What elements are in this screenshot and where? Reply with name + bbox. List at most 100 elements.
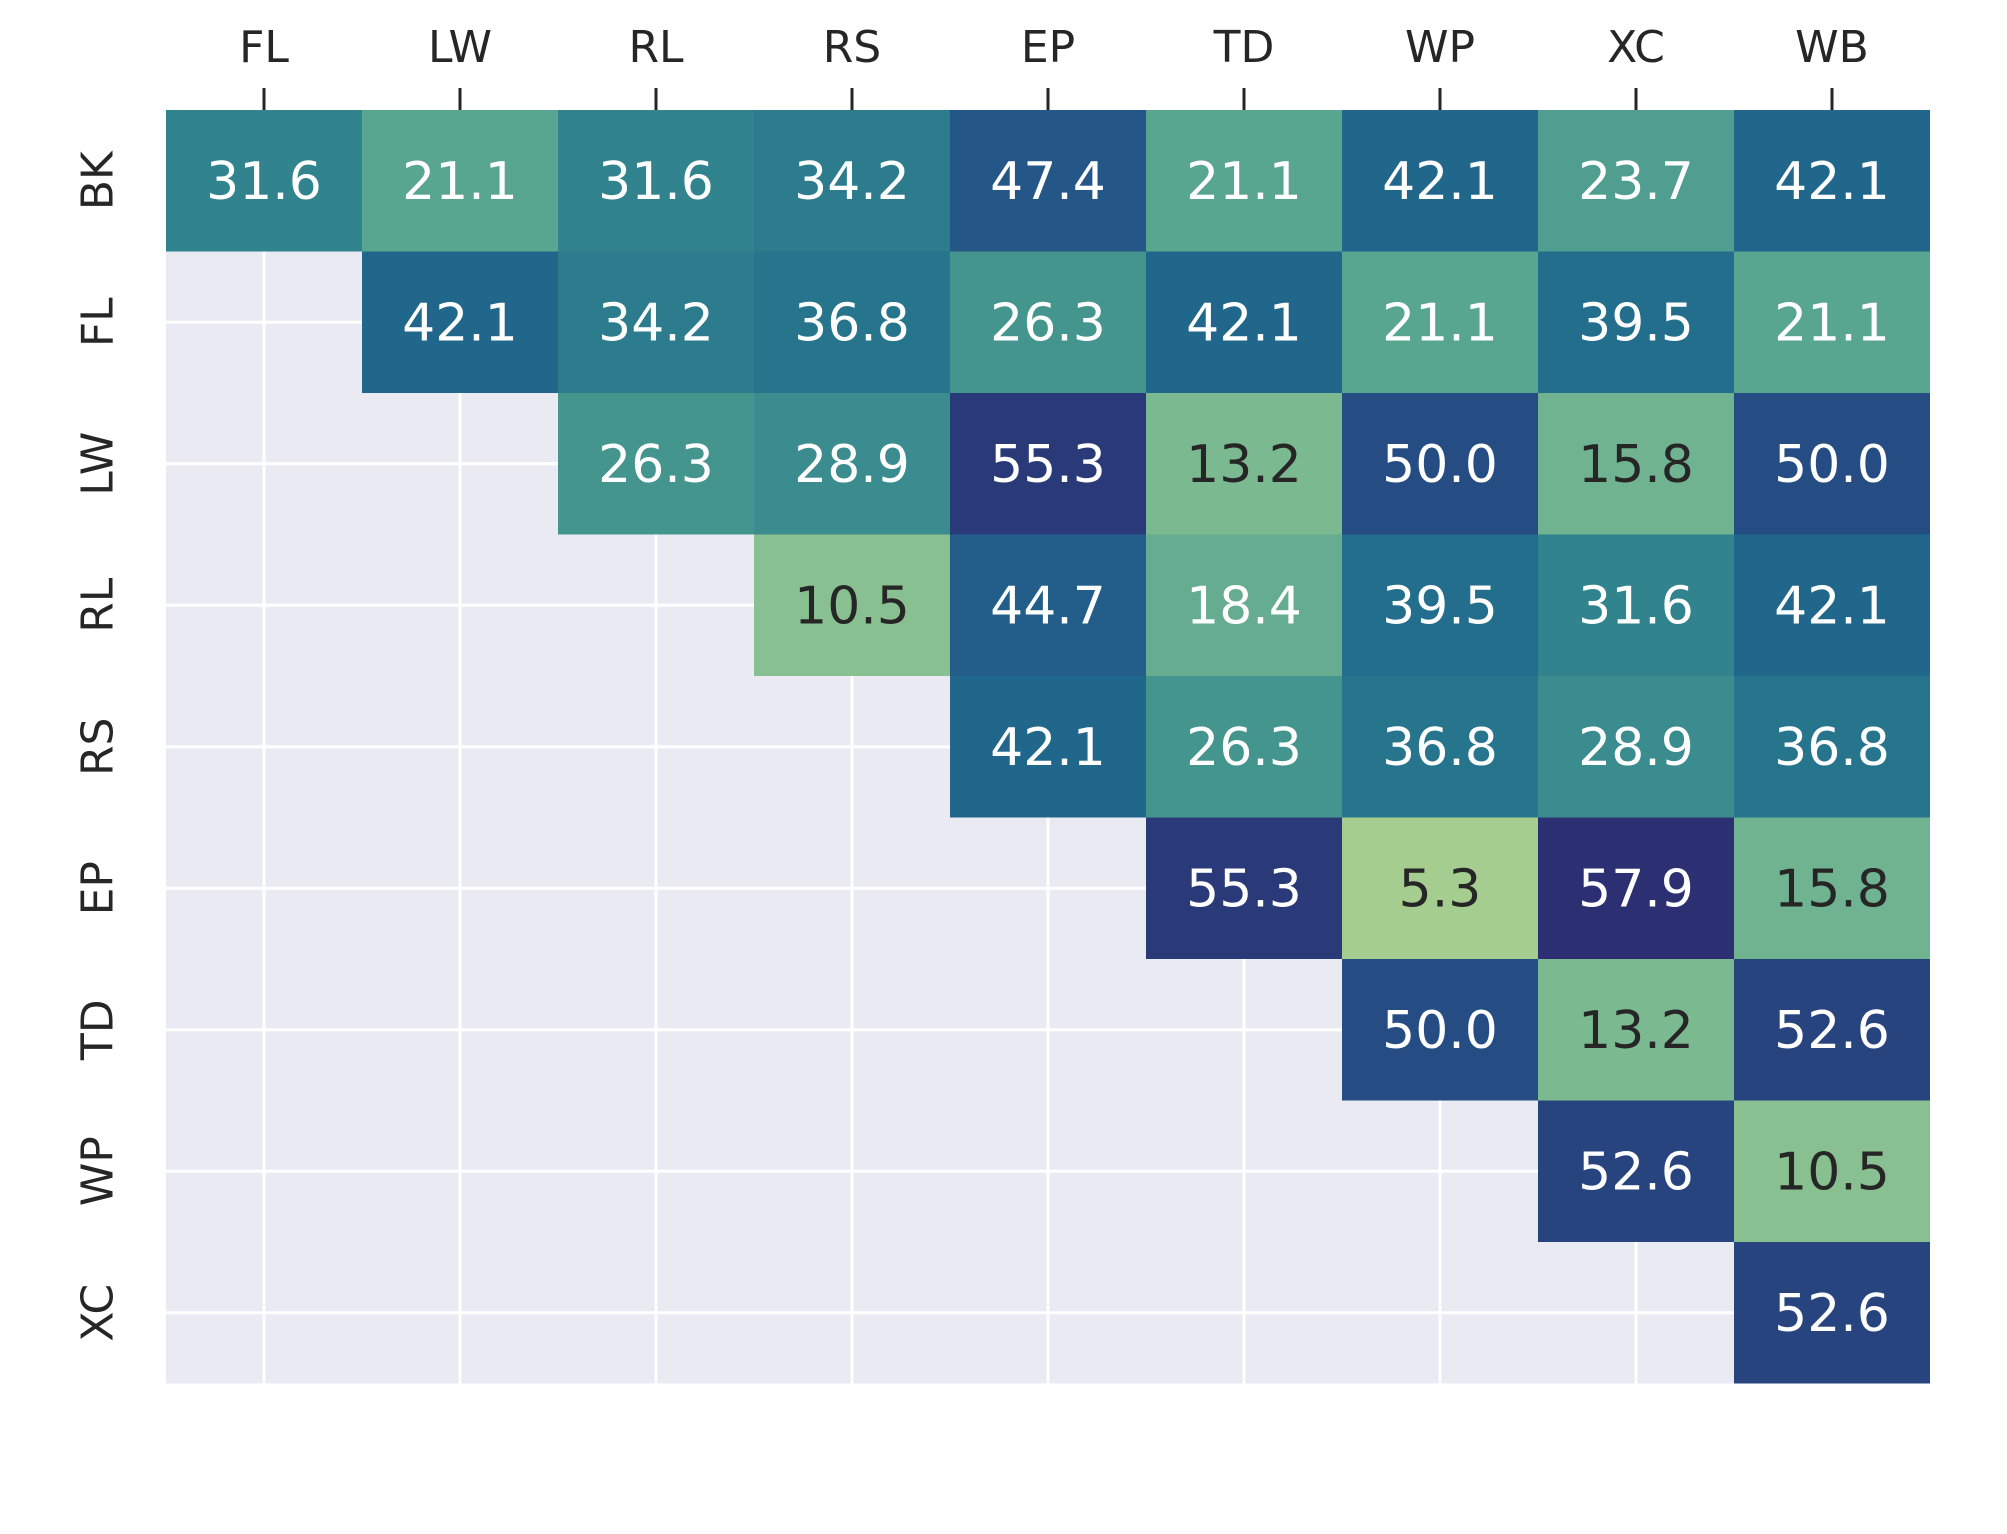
cell-value-label: 18.4 — [1186, 576, 1302, 636]
y-tick-label: FL — [73, 297, 124, 347]
heatmap-cell — [1734, 959, 1930, 1101]
heatmap-cell — [1342, 251, 1538, 393]
cell-value-label: 15.8 — [1578, 435, 1694, 495]
y-tick-label: RL — [73, 577, 124, 633]
y-tick-label: BK — [73, 150, 124, 210]
heatmap-cell — [1342, 110, 1538, 252]
cell-value-label: 28.9 — [794, 435, 910, 495]
heatmap-cell — [1342, 959, 1538, 1101]
heatmap-cell — [1734, 251, 1930, 393]
cell-value-label: 13.2 — [1578, 1001, 1694, 1061]
cell-value-label: 52.6 — [1774, 1284, 1890, 1344]
cell-value-label: 44.7 — [990, 576, 1106, 636]
cell-value-label: 21.1 — [1186, 152, 1302, 212]
x-tick-label: FL — [239, 22, 289, 73]
heatmap-cell — [950, 393, 1146, 535]
heatmap-cell — [1146, 817, 1342, 959]
cell-value-label: 42.1 — [402, 293, 518, 353]
heatmap-cell — [166, 110, 362, 252]
cell-value-label: 5.3 — [1399, 859, 1482, 919]
heatmap-cell — [754, 251, 950, 393]
cell-value-label: 34.2 — [794, 152, 910, 212]
cell-value-label: 42.1 — [1774, 152, 1890, 212]
cell-value-label: 52.6 — [1578, 1142, 1694, 1202]
heatmap-cell — [1538, 1100, 1734, 1242]
cell-value-label: 34.2 — [598, 293, 714, 353]
heatmap-cell — [1538, 393, 1734, 535]
cell-value-label: 42.1 — [1186, 293, 1302, 353]
cell-value-label: 57.9 — [1578, 859, 1694, 919]
heatmap-cell — [558, 110, 754, 252]
y-tick-label: RS — [73, 717, 124, 776]
heatmap-cell — [1734, 817, 1930, 959]
heatmap-cell — [754, 393, 950, 535]
y-tick-label: LW — [73, 432, 124, 496]
heatmap-cell — [1146, 110, 1342, 252]
x-tick-label: WP — [1405, 22, 1475, 73]
cell-value-label: 36.8 — [794, 293, 910, 353]
x-axis: FL LW RL RS EP TD WP XC WB — [239, 22, 1869, 110]
heatmap-cell — [1734, 110, 1930, 252]
heatmap-cell — [1146, 251, 1342, 393]
cell-value-label: 31.6 — [1578, 576, 1694, 636]
y-tick-label: XC — [73, 1284, 124, 1342]
cell-value-label: 36.8 — [1774, 718, 1890, 778]
cell-value-label: 50.0 — [1774, 435, 1890, 495]
heatmap-cells: 31.6 21.1 31.6 34.2 47.4 21.1 42.1 23.7 42.1 42.1… — [166, 110, 1930, 1384]
x-tick-label: RL — [628, 22, 684, 73]
y-tick-label: TD — [73, 999, 124, 1061]
cell-value-label: 52.6 — [1774, 1001, 1890, 1061]
heatmap-cell — [1538, 676, 1734, 818]
x-tick-label: WB — [1795, 22, 1869, 73]
heatmap-cell — [1734, 1242, 1930, 1384]
cell-value-label: 31.6 — [598, 152, 714, 212]
heatmap-cell — [950, 676, 1146, 818]
heatmap-cell — [950, 534, 1146, 676]
heatmap-cell — [558, 393, 754, 535]
cell-value-label: 31.6 — [206, 152, 322, 212]
cell-value-label: 21.1 — [1382, 293, 1498, 353]
x-tick-label: TD — [1213, 22, 1275, 73]
heatmap-cell — [1538, 534, 1734, 676]
cell-value-label: 36.8 — [1382, 718, 1498, 778]
cell-value-label: 55.3 — [990, 435, 1106, 495]
heatmap-cell — [1538, 110, 1734, 252]
heatmap-cell — [1734, 676, 1930, 818]
y-tick-label: WP — [73, 1136, 124, 1206]
cell-value-label: 42.1 — [1382, 152, 1498, 212]
heatmap-cell — [754, 110, 950, 252]
heatmap-cell — [950, 251, 1146, 393]
x-tick-label: RS — [823, 22, 882, 73]
heatmap-cell — [362, 110, 558, 252]
heatmap-cell — [1734, 534, 1930, 676]
heatmap-cell — [1146, 534, 1342, 676]
cell-value-label: 42.1 — [1774, 576, 1890, 636]
heatmap-cell — [1538, 251, 1734, 393]
heatmap-cell — [1146, 676, 1342, 818]
cell-value-label: 26.3 — [1186, 718, 1302, 778]
heatmap-cell — [950, 110, 1146, 252]
cell-value-label: 42.1 — [990, 718, 1106, 778]
cell-value-label: 26.3 — [990, 293, 1106, 353]
cell-value-label: 39.5 — [1578, 293, 1694, 353]
heatmap-cell — [362, 251, 558, 393]
cell-value-label: 13.2 — [1186, 435, 1302, 495]
cell-value-label: 10.5 — [794, 576, 910, 636]
cell-value-label: 55.3 — [1186, 859, 1302, 919]
heatmap-cell — [1342, 817, 1538, 959]
heatmap-cell — [1538, 817, 1734, 959]
x-tick-label: EP — [1021, 22, 1075, 73]
heatmap-cell — [1146, 393, 1342, 535]
y-axis: BK FL LW RL RS EP TD WP XC — [73, 150, 124, 1341]
cell-value-label: 21.1 — [402, 152, 518, 212]
heatmap-cell — [1538, 959, 1734, 1101]
y-tick-label: EP — [73, 861, 124, 915]
heatmap-cell — [1342, 676, 1538, 818]
x-tick-label: XC — [1607, 22, 1665, 73]
heatmap-cell — [558, 251, 754, 393]
cell-value-label: 23.7 — [1578, 152, 1694, 212]
heatmap-cell — [1342, 534, 1538, 676]
cell-value-label: 50.0 — [1382, 435, 1498, 495]
cell-value-label: 15.8 — [1774, 859, 1890, 919]
